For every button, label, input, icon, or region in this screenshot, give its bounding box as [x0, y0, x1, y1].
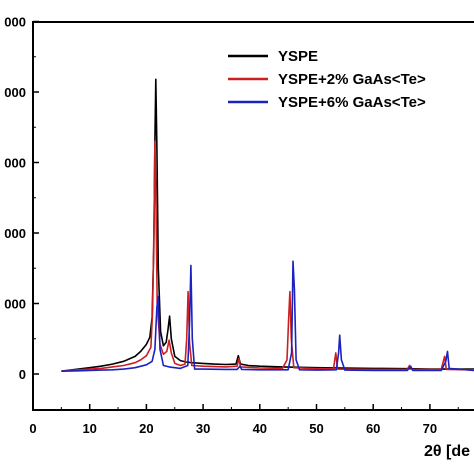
y-tick-label: 000 — [4, 85, 26, 100]
x-axis-ticks: 0 10 20 30 40 50 60 70 — [29, 404, 459, 436]
y-tick-label: 000 — [4, 15, 26, 30]
x-tick-label: 40 — [253, 421, 267, 436]
x-tick-label: 20 — [139, 421, 153, 436]
series-line-3 — [61, 260, 474, 372]
series-lines — [61, 78, 474, 372]
x-tick-label: 70 — [423, 421, 437, 436]
legend: YSPE YSPE+2% GaAs<Te> YSPE+6% GaAs<Te> — [228, 48, 426, 111]
x-tick-label: 60 — [366, 421, 380, 436]
x-axis-label: 2θ [de — [424, 443, 470, 460]
legend-label: YSPE+2% GaAs<Te> — [278, 71, 426, 88]
x-tick-label: 0 — [29, 421, 36, 436]
y-tick-label: 000 — [4, 297, 26, 312]
x-tick-label: 50 — [309, 421, 323, 436]
x-tick-label: 10 — [82, 421, 96, 436]
y-tick-label: 000 — [4, 226, 26, 241]
legend-label: YSPE — [278, 48, 318, 65]
x-tick-label: 30 — [196, 421, 210, 436]
y-tick-label: 000 — [4, 156, 26, 171]
y-tick-label: 0 — [19, 367, 26, 382]
legend-label: YSPE+6% GaAs<Te> — [278, 94, 426, 111]
plot-frame — [32, 21, 474, 411]
series-line-2 — [61, 140, 474, 372]
series-line-1 — [61, 78, 474, 372]
